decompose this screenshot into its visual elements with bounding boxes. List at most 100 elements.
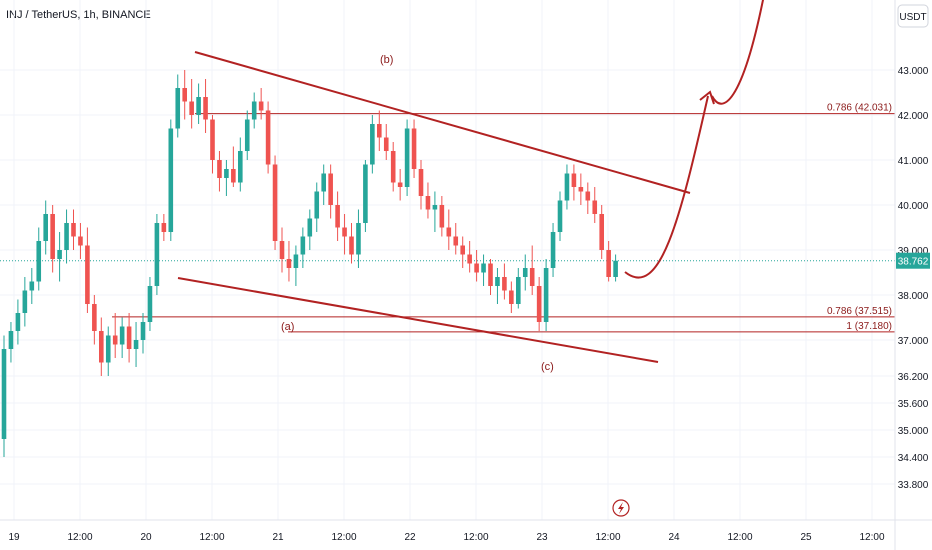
candle[interactable] [446, 209, 452, 251]
candle[interactable] [453, 223, 459, 255]
candle[interactable] [29, 268, 35, 304]
candle[interactable] [516, 268, 521, 309]
candle[interactable] [606, 241, 611, 282]
candle[interactable] [404, 119, 410, 197]
candle[interactable] [502, 263, 507, 300]
candle[interactable] [592, 187, 598, 223]
candle[interactable] [557, 191, 563, 242]
candle[interactable] [224, 160, 229, 196]
candle[interactable] [335, 191, 340, 242]
candle[interactable] [529, 245, 535, 296]
candle[interactable] [64, 209, 69, 264]
candle[interactable] [377, 110, 382, 152]
candle[interactable] [238, 137, 243, 192]
candle[interactable] [356, 209, 361, 269]
candle[interactable] [536, 277, 542, 331]
candle[interactable] [92, 295, 97, 345]
candle[interactable] [203, 79, 208, 133]
candle[interactable] [57, 232, 62, 282]
candle[interactable] [147, 277, 153, 331]
candle[interactable] [279, 227, 285, 273]
candle[interactable] [397, 169, 403, 201]
candle[interactable] [300, 227, 306, 269]
candle[interactable] [85, 227, 90, 314]
candle[interactable] [474, 250, 479, 282]
candle[interactable] [342, 214, 347, 255]
candle[interactable] [411, 119, 417, 179]
candle[interactable] [126, 313, 132, 363]
candle[interactable] [328, 164, 333, 219]
candle[interactable] [251, 92, 257, 129]
candle[interactable] [432, 191, 438, 233]
candle[interactable] [140, 313, 146, 354]
candle[interactable] [22, 277, 28, 327]
candle[interactable] [307, 209, 313, 251]
candle[interactable] [425, 182, 431, 219]
price-axis[interactable]: 33.800 34.400 35.000 35.600 36.200 37.000 38.0… [894, 0, 929, 550]
candle[interactable] [578, 173, 584, 206]
upper-channel-line[interactable] [194, 51, 691, 194]
candle[interactable] [349, 223, 354, 264]
candle[interactable] [71, 209, 76, 251]
candle[interactable] [265, 101, 271, 174]
candle[interactable] [43, 200, 48, 255]
candle-body [22, 290, 28, 313]
candle[interactable] [564, 164, 570, 210]
candle[interactable] [36, 227, 42, 291]
candle[interactable] [272, 155, 278, 251]
candle[interactable] [495, 268, 500, 304]
candle[interactable] [175, 74, 181, 138]
candle[interactable] [1, 335, 7, 458]
candle[interactable] [293, 245, 299, 287]
candle[interactable] [217, 151, 222, 192]
candle[interactable] [585, 182, 591, 215]
candle[interactable] [210, 115, 215, 174]
candle[interactable] [509, 281, 514, 314]
candle[interactable] [99, 317, 104, 377]
candle[interactable] [133, 322, 139, 367]
candle[interactable] [105, 326, 111, 377]
time-axis[interactable]: 19 12:00 20 12:00 21 12:00 22 12:00 23 12:00 24 12:… [0, 519, 932, 543]
candle[interactable] [571, 164, 577, 201]
candle[interactable] [119, 317, 125, 359]
projection-curve-upper[interactable] [711, 0, 764, 105]
candle[interactable] [488, 259, 493, 295]
candle[interactable] [182, 70, 187, 120]
candle[interactable] [321, 164, 326, 206]
candle[interactable] [112, 313, 118, 358]
candle[interactable] [8, 322, 14, 363]
candle[interactable] [418, 160, 424, 210]
candle[interactable] [383, 124, 389, 160]
candle[interactable] [189, 79, 194, 129]
candle[interactable] [286, 241, 292, 282]
lower-channel-line[interactable] [177, 277, 659, 363]
candle[interactable] [370, 115, 375, 174]
lightning-icon[interactable] [612, 499, 630, 517]
candle[interactable] [196, 83, 201, 125]
candle[interactable] [543, 259, 549, 331]
candle[interactable] [460, 236, 465, 269]
candle[interactable] [154, 214, 160, 295]
candle[interactable] [258, 88, 264, 120]
candle[interactable] [168, 119, 174, 242]
candle[interactable] [78, 223, 83, 259]
candle[interactable] [231, 146, 236, 188]
candle[interactable] [314, 182, 320, 233]
candle[interactable] [481, 254, 486, 287]
candle[interactable] [363, 160, 368, 232]
projection-arrow[interactable] [624, 95, 709, 279]
candle[interactable] [599, 205, 604, 259]
currency-badge[interactable]: USDT [897, 4, 929, 28]
candle[interactable] [467, 241, 472, 273]
candle[interactable] [550, 223, 556, 277]
candle[interactable] [15, 299, 21, 345]
candle[interactable] [522, 254, 528, 291]
candle[interactable] [161, 214, 167, 241]
candle[interactable] [50, 205, 55, 273]
candle[interactable] [244, 110, 250, 161]
candle[interactable] [613, 254, 618, 282]
candle[interactable] [439, 196, 445, 237]
candle[interactable] [390, 142, 396, 192]
candle-body [15, 313, 21, 331]
